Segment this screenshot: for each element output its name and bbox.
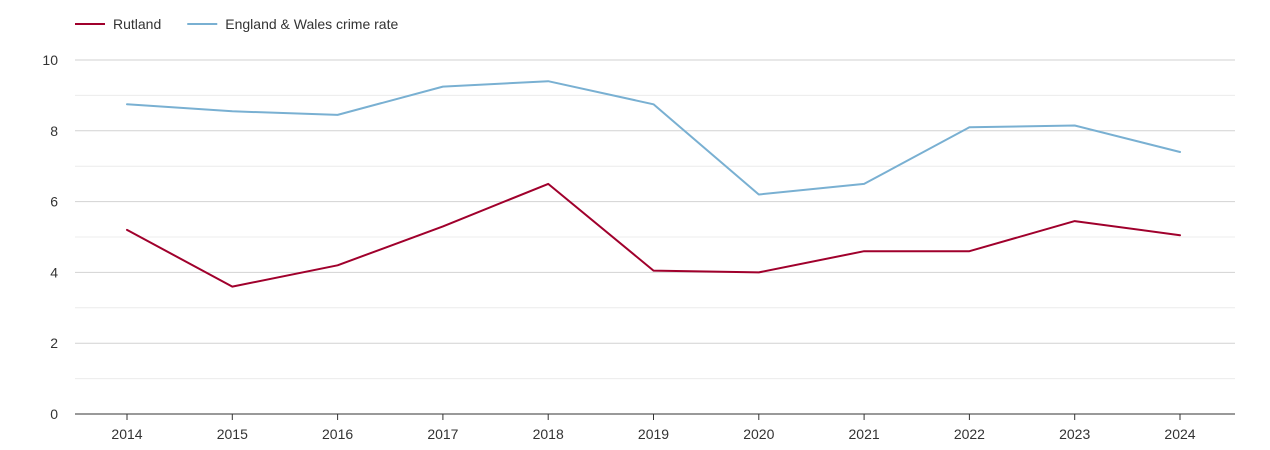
y-tick-label: 4: [50, 264, 58, 280]
y-tick-label: 2: [50, 335, 58, 351]
series-line-rutland: [126, 182, 1181, 288]
series-lines: [126, 80, 1181, 288]
x-tick-label: 2016: [322, 426, 353, 442]
x-tick-label: 2014: [111, 426, 142, 442]
x-tick-label: 2017: [427, 426, 458, 442]
x-tick-label: 2022: [954, 426, 985, 442]
x-tick-label: 2023: [1059, 426, 1090, 442]
axes: 0 2 4 6 8 10 2014 2015 2016 2017 2018 2019 2020 2021 2…: [42, 52, 1235, 442]
y-tick-label: 6: [50, 194, 58, 210]
legend: Rutland England & Wales crime rate: [75, 16, 398, 32]
legend-label: Rutland: [113, 16, 161, 32]
x-tick-label: 2015: [217, 426, 248, 442]
grid-lines: [75, 59, 1235, 380]
x-tick-label: 2020: [743, 426, 774, 442]
y-tick-label: 10: [42, 52, 58, 68]
legend-item-rutland: Rutland: [75, 16, 161, 32]
series-line-england-wales-crime-rate: [126, 80, 1181, 196]
x-tick-label: 2018: [533, 426, 564, 442]
x-tick-label: 2024: [1164, 426, 1195, 442]
x-tick-label: 2019: [638, 426, 669, 442]
legend-item-england-wales-crime-rate: England & Wales crime rate: [187, 16, 398, 32]
y-tick-label: 8: [50, 123, 58, 139]
legend-label: England & Wales crime rate: [225, 16, 398, 32]
x-tick-label: 2021: [849, 426, 880, 442]
y-tick-label: 0: [50, 406, 58, 422]
